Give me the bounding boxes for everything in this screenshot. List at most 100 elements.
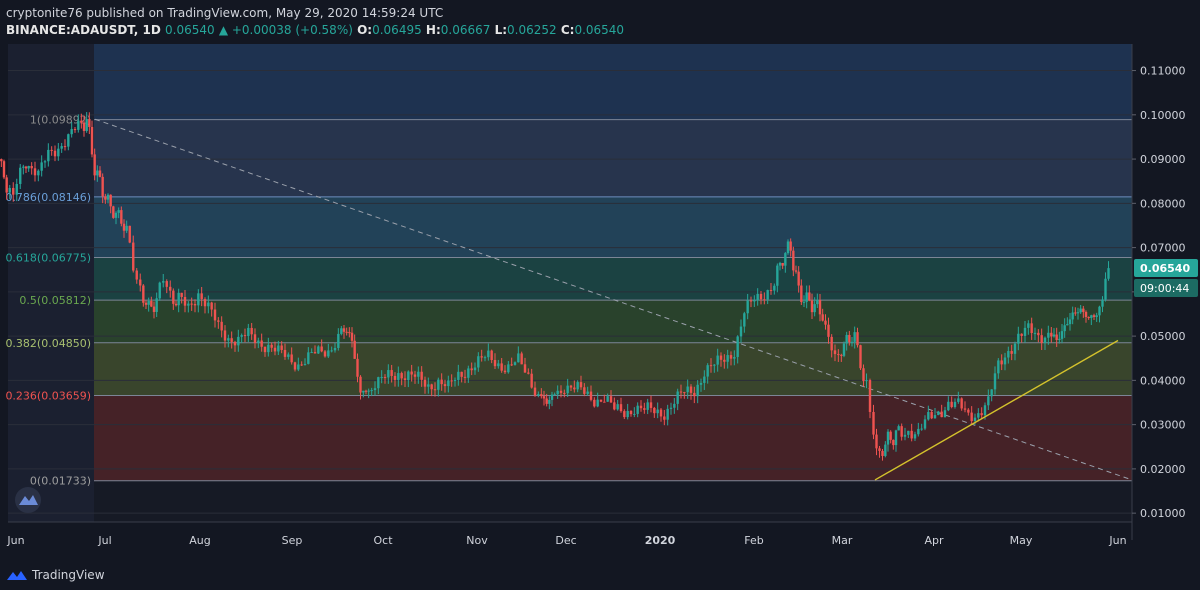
candle-body xyxy=(1092,315,1096,317)
candle-body xyxy=(824,320,827,325)
candle-body xyxy=(810,300,814,313)
candle-body xyxy=(816,300,819,305)
candle-body xyxy=(207,302,210,307)
candle-body xyxy=(903,434,907,437)
candle-body xyxy=(542,396,546,399)
candle-body xyxy=(872,411,875,435)
fib-zone xyxy=(94,196,1132,258)
candle-body xyxy=(82,122,86,131)
chart-header: cryptonite76 published on TradingView.co… xyxy=(6,5,624,39)
candle-body xyxy=(897,426,900,431)
candle-body xyxy=(548,399,551,404)
candle-body xyxy=(900,426,903,437)
candle-body xyxy=(609,396,613,403)
candle-body xyxy=(643,408,646,410)
candle-body xyxy=(683,392,686,394)
candle-body xyxy=(1027,323,1030,328)
candle-body xyxy=(1007,351,1010,358)
candle-body xyxy=(430,384,433,390)
candle-body xyxy=(510,364,513,366)
candle-body xyxy=(8,187,11,193)
candle-body xyxy=(666,408,669,420)
candle-body xyxy=(821,314,824,321)
candle-body xyxy=(589,391,593,400)
candle-body xyxy=(706,365,709,377)
x-tick-label: Oct xyxy=(373,534,393,547)
candle-body xyxy=(953,401,957,408)
tradingview-footer[interactable]: TradingView xyxy=(6,568,105,582)
candle-body xyxy=(73,129,77,131)
candle-body xyxy=(920,428,923,430)
candle-body xyxy=(117,210,120,213)
candle-body xyxy=(1063,325,1066,332)
candle-body xyxy=(457,371,460,380)
candle-body xyxy=(763,299,766,301)
candle-body xyxy=(842,343,846,356)
candle-body xyxy=(827,324,830,337)
candle-body xyxy=(420,371,423,380)
candle-body xyxy=(927,412,930,420)
candle-body xyxy=(1060,331,1064,339)
candle-body xyxy=(1043,337,1047,343)
candle-body xyxy=(2,161,6,178)
candle-body xyxy=(300,364,303,366)
candle-body xyxy=(579,382,583,388)
candle-body xyxy=(805,292,808,302)
candle-body xyxy=(93,154,96,176)
candle-body xyxy=(330,350,333,352)
candle-body xyxy=(193,304,197,306)
candle-body xyxy=(497,363,500,367)
candle-body xyxy=(273,347,277,352)
candle-body xyxy=(759,293,763,300)
y-tick-label: 0.04000 xyxy=(1140,374,1186,387)
candle-body xyxy=(122,223,126,231)
candle-body xyxy=(240,335,243,337)
candle-body xyxy=(377,377,380,389)
candle-body xyxy=(53,150,57,157)
candle-body xyxy=(540,394,543,397)
candle-body xyxy=(987,396,990,406)
candle-body xyxy=(1023,327,1027,336)
x-tick-label: May xyxy=(1010,534,1033,547)
fib-label: 0.236(0.03659) xyxy=(5,389,91,402)
candle-body xyxy=(463,376,467,378)
candle-body xyxy=(142,285,145,303)
y-tick-label: 0.02000 xyxy=(1140,463,1186,476)
candle-body xyxy=(676,391,679,404)
price-badge-text: 0.06540 xyxy=(1140,262,1190,275)
candle-body xyxy=(370,390,373,392)
high-label: H: xyxy=(425,23,441,37)
candle-body xyxy=(40,162,43,171)
fib-label: 0.382(0.04850) xyxy=(5,337,91,350)
candle-body xyxy=(1013,343,1017,354)
candle-body xyxy=(703,376,706,383)
candle-body xyxy=(527,372,530,374)
candle-body xyxy=(726,355,729,362)
fib-zone xyxy=(94,342,1132,396)
y-tick-label: 0.05000 xyxy=(1140,330,1186,343)
candle-body xyxy=(114,212,118,218)
candle-body xyxy=(789,241,792,251)
candle-body xyxy=(77,120,80,130)
candle-body xyxy=(323,351,327,357)
candle-body xyxy=(290,354,293,363)
candle-body xyxy=(786,241,790,254)
y-tick-label: 0.07000 xyxy=(1140,242,1186,255)
candle-body xyxy=(993,373,997,390)
candle-body xyxy=(878,448,881,451)
candle-body xyxy=(112,206,115,218)
candle-body xyxy=(423,379,427,387)
candle-body xyxy=(1017,333,1020,344)
candle-body xyxy=(243,335,247,337)
candle-body xyxy=(437,379,440,390)
candle-body xyxy=(217,320,220,322)
candle-body xyxy=(120,210,123,224)
candle-body xyxy=(106,194,110,200)
candle-body xyxy=(60,146,63,149)
candle-body xyxy=(923,419,927,429)
candle-body xyxy=(1101,299,1104,307)
candle-body xyxy=(47,149,50,162)
candle-body xyxy=(892,439,895,446)
candle-body xyxy=(447,380,450,387)
